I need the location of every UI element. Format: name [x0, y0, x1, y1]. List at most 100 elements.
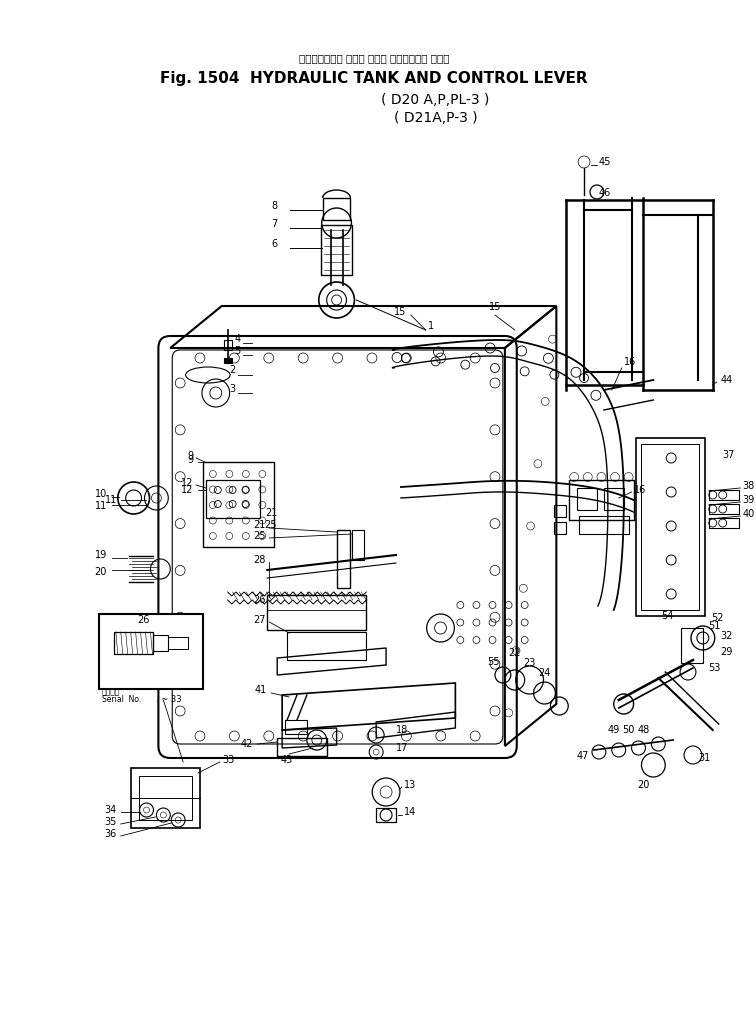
- Text: 8: 8: [271, 201, 277, 211]
- Text: Serial  No.: Serial No.: [102, 695, 141, 704]
- Text: 22: 22: [509, 648, 521, 658]
- Text: 26: 26: [138, 615, 150, 625]
- Text: 49: 49: [608, 725, 620, 735]
- Bar: [636, 438, 705, 616]
- Bar: [569, 480, 634, 520]
- Text: 9: 9: [187, 455, 193, 465]
- Text: 41: 41: [255, 685, 268, 695]
- Text: 37: 37: [723, 450, 735, 460]
- Text: 11: 11: [104, 495, 117, 505]
- Text: 51: 51: [708, 621, 720, 631]
- Text: 2: 2: [229, 365, 236, 375]
- Text: 44: 44: [720, 375, 733, 385]
- Text: 12: 12: [181, 485, 193, 495]
- Bar: [138, 776, 192, 820]
- Text: 35: 35: [104, 817, 117, 827]
- Text: 1: 1: [428, 321, 434, 331]
- Bar: [114, 632, 153, 654]
- Text: 55: 55: [488, 657, 500, 667]
- Bar: [709, 518, 739, 528]
- Text: . ~ 33: . ~ 33: [156, 695, 182, 704]
- Bar: [642, 444, 699, 610]
- Text: ( D20 A,P,PL-3 ): ( D20 A,P,PL-3 ): [381, 93, 490, 107]
- Text: 20: 20: [94, 567, 107, 577]
- Bar: [554, 505, 566, 517]
- Bar: [323, 198, 351, 220]
- Text: 23: 23: [523, 658, 536, 668]
- Bar: [153, 635, 169, 651]
- Bar: [352, 530, 364, 560]
- Text: 31: 31: [698, 753, 710, 763]
- Text: 20: 20: [637, 780, 649, 790]
- Text: Fig. 1504  HYDRAULIC TANK AND CONTROL LEVER: Fig. 1504 HYDRAULIC TANK AND CONTROL LEV…: [160, 70, 588, 85]
- Text: 3: 3: [230, 384, 236, 394]
- Text: 54: 54: [661, 611, 673, 621]
- Bar: [579, 516, 629, 534]
- Text: 12: 12: [181, 478, 193, 488]
- Text: 24: 24: [538, 668, 550, 678]
- Text: 50: 50: [622, 725, 635, 735]
- Text: 6: 6: [271, 239, 277, 249]
- Text: 16: 16: [634, 485, 646, 495]
- Text: 18: 18: [396, 725, 408, 735]
- Text: 42: 42: [241, 739, 253, 749]
- Bar: [169, 637, 188, 649]
- Text: 40: 40: [742, 509, 754, 519]
- Text: 7: 7: [271, 219, 277, 229]
- Text: 46: 46: [599, 188, 611, 198]
- Text: 21: 21: [265, 508, 277, 518]
- Text: 48: 48: [637, 725, 649, 735]
- Text: 52: 52: [711, 613, 723, 623]
- Text: 21: 21: [253, 520, 265, 530]
- Text: 25: 25: [265, 520, 277, 530]
- Bar: [224, 358, 231, 363]
- Text: 27: 27: [253, 615, 265, 625]
- Bar: [554, 522, 566, 534]
- Text: 39: 39: [742, 495, 754, 505]
- Bar: [277, 738, 327, 756]
- Bar: [577, 488, 597, 510]
- Bar: [131, 768, 200, 828]
- Text: 53: 53: [708, 663, 720, 673]
- Text: 33: 33: [223, 755, 235, 765]
- Text: 15: 15: [489, 302, 501, 312]
- Text: 29: 29: [720, 647, 733, 657]
- Text: 45: 45: [599, 157, 612, 167]
- Bar: [321, 225, 352, 275]
- Bar: [287, 632, 366, 660]
- Text: 16: 16: [624, 357, 636, 367]
- Text: 32: 32: [720, 631, 733, 641]
- Text: 5: 5: [234, 346, 240, 356]
- Bar: [681, 628, 703, 663]
- Bar: [224, 340, 231, 350]
- Bar: [99, 614, 203, 689]
- Text: 36: 36: [104, 829, 117, 839]
- Text: 9: 9: [187, 451, 193, 461]
- Text: ハイドロリック タンク および コントロール レバー: ハイドロリック タンク および コントロール レバー: [299, 53, 450, 63]
- Text: 15: 15: [394, 307, 406, 317]
- Text: 25: 25: [253, 531, 265, 541]
- Text: 4: 4: [234, 334, 240, 344]
- Bar: [709, 490, 739, 500]
- Text: ( D21A,P-3 ): ( D21A,P-3 ): [394, 111, 477, 125]
- Bar: [376, 808, 396, 822]
- Text: 43: 43: [281, 755, 293, 765]
- Bar: [285, 720, 307, 734]
- Bar: [203, 462, 274, 547]
- Bar: [268, 595, 366, 630]
- Bar: [336, 530, 351, 588]
- Text: 14: 14: [404, 807, 416, 817]
- Text: 10: 10: [94, 489, 107, 499]
- Text: 11: 11: [94, 501, 107, 511]
- Text: 13: 13: [404, 780, 416, 790]
- Text: 38: 38: [742, 481, 754, 491]
- Bar: [709, 504, 739, 514]
- Text: 適用番号: 適用番号: [102, 687, 120, 696]
- Bar: [206, 480, 260, 518]
- Text: 47: 47: [577, 751, 589, 761]
- Text: 19: 19: [94, 550, 107, 560]
- Text: 34: 34: [104, 805, 117, 815]
- Text: 26: 26: [253, 595, 265, 605]
- Bar: [604, 488, 624, 510]
- Text: 28: 28: [253, 555, 265, 565]
